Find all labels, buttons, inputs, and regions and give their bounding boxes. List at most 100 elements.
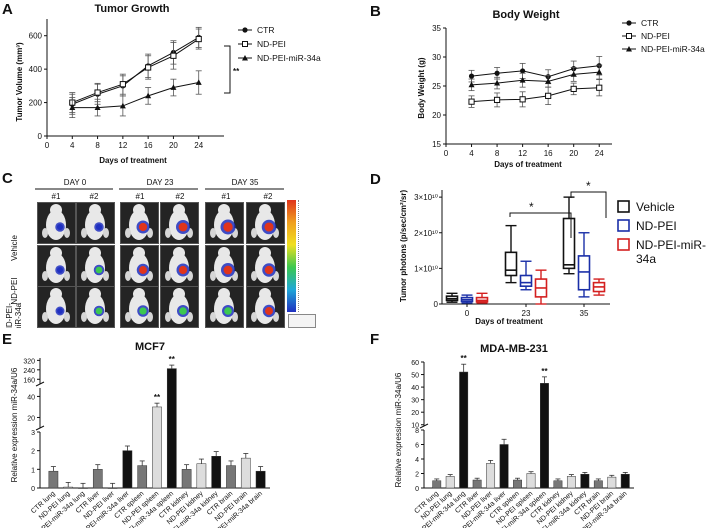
- mouse-silhouette: [42, 247, 70, 283]
- panel-a-ytick: 200: [29, 99, 43, 108]
- bioluminescence-image: [205, 245, 244, 287]
- mouse-silhouette: [210, 204, 238, 240]
- panel-b-ytick: 20: [432, 111, 441, 120]
- bioluminescence-image: [205, 286, 244, 328]
- bioluminescence-image: [76, 202, 115, 244]
- mouse-silhouette: [251, 247, 279, 283]
- bar: [211, 456, 222, 489]
- panel-label-e: E: [2, 331, 12, 348]
- bar: [78, 487, 88, 489]
- color-scale-ticks: [298, 200, 311, 312]
- data-point-triangle: [545, 78, 552, 84]
- legend-item-nd-pei: ND-PEI: [238, 39, 286, 49]
- bioluminescence-image: [76, 286, 115, 328]
- legend-label: ND-PEI: [257, 39, 286, 49]
- bioluminescence-image: [160, 286, 199, 328]
- panel-a-xtick: 16: [144, 141, 153, 150]
- panel-b-y-ticks: 15 20 25 30 35: [432, 24, 441, 149]
- bioluminescence-image: [120, 202, 159, 244]
- panel-a-ytick: 400: [29, 65, 43, 74]
- panel-e-significance: **: [154, 393, 161, 402]
- panel-b-x-ticks: 0 4 8 12 16 20 24: [444, 149, 604, 158]
- panel-a-xlabel: Days of treatment: [99, 156, 167, 165]
- panel-d-xtick: 35: [580, 309, 589, 318]
- bar: [48, 470, 59, 489]
- panel-b-xtick: 8: [495, 149, 500, 158]
- y-tick-label: 2: [415, 472, 419, 479]
- mouse-label: #1: [222, 192, 231, 201]
- bar: [566, 476, 576, 489]
- bioluminescence-image: [160, 245, 199, 287]
- panel-e-title: MCF7: [135, 341, 165, 353]
- y-tick-label: 20: [27, 415, 35, 422]
- y-tick-label: 8: [415, 428, 419, 435]
- panel-c-headers: DAY 0 DAY 23 DAY 35 #1 #2 #1 #2 #1 #2 Ve…: [5, 178, 284, 328]
- bar: [459, 371, 469, 489]
- panel-a-title: Tumor Growth: [95, 3, 170, 15]
- legend-item-nd-pei-mir-34a: ND-PEI-miR-34a: [622, 44, 705, 54]
- bar: [513, 479, 522, 489]
- panel-d-tumor-photons: D Tumor photons (p/sec/cm²/sr) Days of t…: [370, 171, 706, 326]
- y-tick-label: 30: [411, 398, 419, 405]
- bar: [255, 470, 266, 489]
- bar: [526, 473, 536, 489]
- panel-d-ytick: 2×10¹⁰: [414, 229, 438, 238]
- bioluminescence-image: [37, 245, 76, 287]
- box: [519, 274, 533, 287]
- panel-a-xtick: 0: [45, 141, 50, 150]
- y-tick-label: 4: [415, 457, 419, 464]
- data-point-square: [145, 64, 152, 71]
- bar: [472, 479, 482, 489]
- panel-label-a: A: [2, 1, 13, 18]
- data-point-triangle: [519, 77, 526, 83]
- panel-f-significance: **: [461, 354, 468, 363]
- panel-a-xtick: 24: [194, 141, 203, 150]
- panel-a-tumor-growth: A Tumor Growth Tumor Volume (mm³) Days o…: [2, 1, 321, 165]
- bar: [240, 457, 251, 489]
- y-tick-label: 240: [23, 368, 35, 375]
- bar: [445, 476, 455, 489]
- y-tick-label: 2: [31, 449, 35, 456]
- panel-d-ytick: 3×10¹⁰: [414, 193, 438, 202]
- data-point-triangle: [69, 104, 76, 110]
- panel-e-bars: [48, 364, 266, 489]
- legend-label: CTR: [257, 25, 274, 35]
- mouse-silhouette: [125, 247, 153, 283]
- mouse-silhouette: [210, 288, 238, 324]
- legend-label: ND-PEI: [636, 219, 677, 233]
- panel-d-ytick: 0: [434, 300, 439, 309]
- legend-swatch-vehicle: [617, 200, 630, 213]
- mouse-silhouette: [251, 204, 279, 240]
- data-point-square: [519, 96, 526, 103]
- panel-b-xtick: 20: [569, 149, 578, 158]
- row-label-nd-pei: ND-PEI: [10, 277, 19, 304]
- panel-b-ytick: 35: [432, 24, 441, 33]
- panel-d-bracket-35: [570, 191, 607, 218]
- data-point-square: [596, 84, 603, 91]
- panel-f-ylabel: Relative expression miR-34a/U6: [394, 372, 403, 487]
- y-tick-label: 0: [415, 486, 419, 493]
- panel-b-xtick: 24: [595, 149, 604, 158]
- data-point-circle: [494, 70, 500, 76]
- y-tick-label: 20: [411, 410, 419, 417]
- panel-d-plot-area: [439, 196, 606, 307]
- mouse-silhouette: [81, 247, 109, 283]
- legend-item-nd-pei: ND-PEI: [622, 31, 670, 41]
- bar: [92, 469, 103, 489]
- legend-circle-marker: [242, 27, 248, 33]
- panel-f-axes: 0 2 4 6 810 20 30 40 50 60: [411, 360, 634, 493]
- y-tick-label: 1: [31, 467, 35, 474]
- bioluminescence-image: [120, 286, 159, 328]
- data-point-square: [468, 98, 475, 105]
- mouse-silhouette: [125, 204, 153, 240]
- mouse-silhouette: [81, 288, 109, 324]
- box: [504, 251, 518, 277]
- mouse-silhouette: [210, 247, 238, 283]
- y-tick-label: 6: [415, 443, 419, 450]
- bioluminescence-image: [246, 286, 285, 328]
- series-line: [471, 71, 600, 86]
- y-tick-label: 60: [411, 360, 419, 367]
- y-tick-label: 320: [23, 358, 35, 365]
- y-tick-label: 50: [411, 373, 419, 380]
- legend-item-nd-pei-mir-34a: ND-PEI-miR-34a: [238, 53, 321, 63]
